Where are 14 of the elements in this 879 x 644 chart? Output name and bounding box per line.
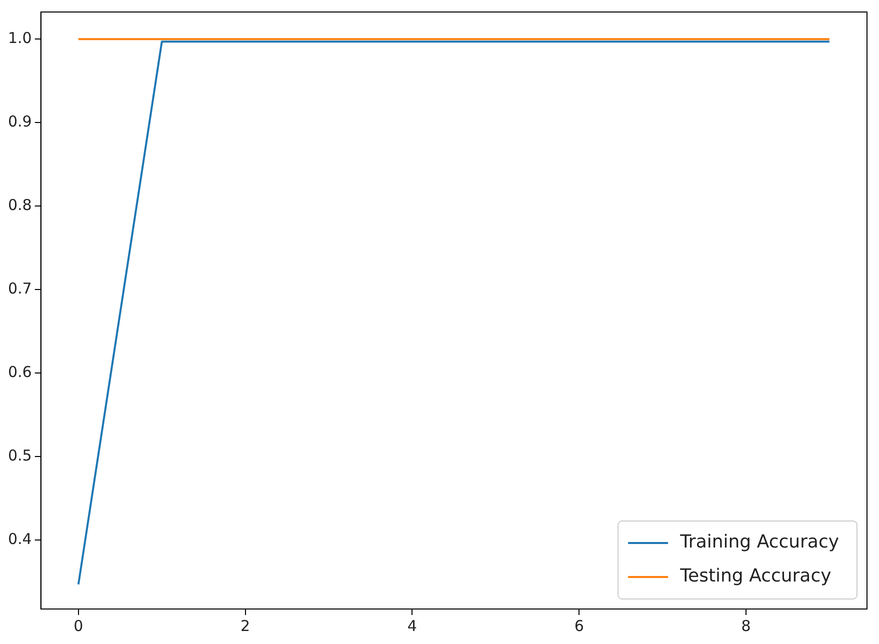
y-tick-label: 0.5: [8, 446, 32, 465]
y-tick-label: 0.8: [8, 196, 32, 214]
y-tick-label: 0.7: [8, 280, 32, 298]
x-tick-label: 4: [407, 616, 417, 635]
x-tick-label: 0: [74, 616, 84, 635]
x-tick-label: 6: [574, 616, 584, 635]
y-tick-label: 0.4: [8, 530, 32, 548]
legend-label: Training Accuracy: [679, 532, 840, 553]
y-tick-label: 0.9: [8, 112, 32, 131]
x-tick-label: 2: [240, 616, 250, 635]
y-tick-label: 1.0: [8, 29, 32, 48]
y-tick-label: 0.6: [8, 363, 32, 382]
x-tick-label: 8: [741, 616, 751, 635]
legend-label: Testing Accuracy: [679, 566, 832, 587]
